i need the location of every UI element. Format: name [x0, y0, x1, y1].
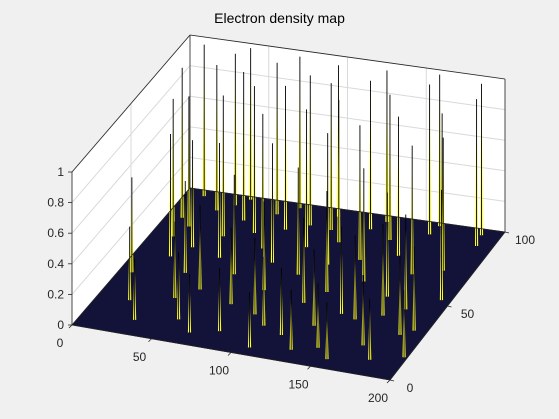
z-tick-label: 0.4 — [47, 257, 64, 271]
y-tick-label: 100 — [515, 233, 535, 247]
top-back-edge — [189, 34, 506, 80]
density-peak — [180, 67, 184, 218]
z-tick-label: 0 — [57, 318, 64, 332]
density-peak — [202, 44, 206, 197]
density-peak — [302, 217, 306, 303]
density-peak — [128, 226, 132, 301]
density-peak — [438, 74, 442, 227]
density-peak — [316, 283, 320, 348]
y-tick-label: 50 — [461, 307, 475, 321]
density-peak — [215, 64, 219, 211]
y-tick-label: 0 — [407, 381, 414, 395]
density-peak — [439, 189, 444, 301]
axis-lines — [68, 34, 510, 384]
density-peak — [412, 246, 416, 331]
density-peak — [298, 56, 302, 209]
x-tick-mark — [386, 379, 391, 384]
density-peak — [385, 192, 389, 297]
density-peak — [187, 274, 192, 333]
density-peak — [217, 142, 222, 258]
density-peak — [410, 145, 414, 275]
density-peak — [232, 174, 236, 275]
density-peak — [289, 290, 293, 350]
density-peak — [249, 48, 253, 200]
density-peak — [474, 99, 479, 247]
density-peak — [283, 85, 288, 230]
density-peak — [396, 116, 401, 256]
density-peak — [187, 96, 191, 227]
density-peak — [262, 256, 266, 326]
density-peak — [261, 113, 265, 249]
y-tick-mark — [447, 305, 452, 308]
density-peak — [427, 84, 432, 235]
floor-back-edge — [189, 187, 506, 233]
density-peaks — [128, 44, 484, 360]
density-peak — [325, 191, 329, 293]
density-peak — [247, 292, 252, 348]
density-peak — [190, 140, 195, 248]
x-tick-label: 100 — [209, 364, 229, 378]
density-peak — [368, 80, 373, 230]
x-tick-label: 150 — [288, 377, 308, 391]
density-peak — [177, 252, 181, 320]
density-peak — [312, 249, 316, 326]
x-tick-label: 200 — [368, 391, 388, 405]
density-peak — [279, 267, 283, 336]
density-peak — [479, 83, 484, 236]
density-peak — [183, 181, 187, 273]
density-peak — [130, 177, 134, 273]
density-peak — [361, 275, 365, 346]
x-tick-label: 0 — [57, 336, 64, 350]
density-peak — [398, 255, 402, 335]
density-peak — [253, 237, 257, 315]
density-peak — [171, 98, 175, 237]
density-peak — [270, 143, 275, 263]
top-left-edge — [71, 34, 191, 173]
density-peak — [304, 109, 309, 248]
x-tick-mark — [227, 352, 232, 356]
density-peak — [221, 95, 225, 237]
density-peak — [368, 298, 372, 360]
z-tick-label: 1 — [57, 165, 64, 179]
density-peak — [339, 226, 344, 314]
z-tick-label: 0.8 — [47, 196, 64, 210]
density-peak — [337, 99, 341, 243]
density-peak — [198, 205, 202, 290]
x-tick-mark — [307, 365, 311, 370]
y-tick-mark — [389, 379, 395, 382]
density-peak — [329, 83, 333, 230]
density-peak — [233, 53, 237, 206]
z-tick-label: 0.6 — [47, 226, 64, 240]
density-peak — [252, 86, 257, 234]
density-peak — [133, 258, 137, 320]
density-peak — [217, 268, 222, 332]
density-peak — [353, 235, 357, 320]
density-peak — [358, 125, 362, 260]
density-peak — [275, 62, 279, 215]
tick-labels: 0 50 100 150 200 0 50 100 0 0.2 0.4 0.6 0.8 1 — [47, 165, 535, 405]
density-peak — [229, 227, 233, 305]
y-tick-mark — [504, 231, 510, 234]
density-peak — [296, 167, 300, 275]
chart-title: Electron density map — [214, 10, 345, 26]
density-peak — [441, 137, 445, 271]
density-peak — [173, 221, 177, 299]
density-peak — [381, 223, 385, 316]
density-peak — [325, 302, 329, 360]
density-peak — [362, 168, 366, 282]
density-peak — [168, 134, 173, 257]
floor-left-edge — [71, 187, 191, 326]
z-tick-label: 0.2 — [47, 287, 64, 301]
density-peak — [402, 289, 406, 358]
x-tick-mark — [148, 338, 152, 343]
density-peak — [308, 75, 312, 226]
density-peak — [404, 214, 408, 310]
x-tick-mark — [68, 324, 73, 329]
x-tick-label: 50 — [133, 350, 147, 364]
